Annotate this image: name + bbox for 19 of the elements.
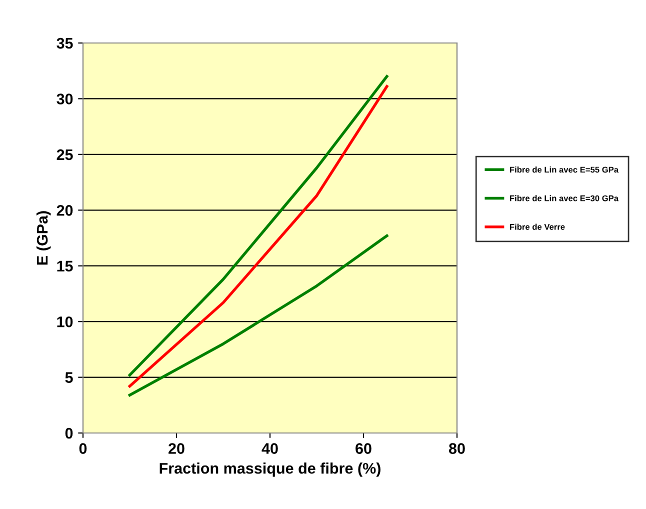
y-tick-label: 35 — [56, 38, 73, 49]
y-tick-label: 0 — [65, 428, 73, 439]
x-tick-label: 20 — [168, 443, 184, 454]
x-tick-label: 0 — [79, 443, 87, 454]
legend-label: Fibre de Lin avec E=30 GPa — [510, 195, 619, 202]
x-axis-title: Fraction massique de fibre (%) — [160, 462, 380, 477]
x-tick-label: 60 — [356, 443, 372, 454]
y-tick-label: 20 — [56, 205, 73, 216]
legend-label: Fibre de Verre — [510, 224, 565, 230]
y-tick-label: 5 — [65, 372, 73, 383]
y-tick-label: 30 — [56, 94, 73, 104]
y-tick-label: 10 — [57, 316, 73, 328]
y-axis-title: E (GPa) — [36, 211, 51, 265]
y-tick-label: 15 — [57, 260, 73, 272]
x-tick-label: 40 — [262, 443, 278, 454]
legend-label: Fibre de Lin avec E=55 GPa — [510, 166, 619, 173]
line-series — [128, 234, 388, 397]
y-tick-label: 25 — [56, 149, 73, 160]
x-tick-label: 80 — [448, 443, 465, 454]
